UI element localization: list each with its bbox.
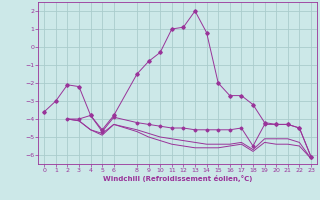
X-axis label: Windchill (Refroidissement éolien,°C): Windchill (Refroidissement éolien,°C) bbox=[103, 175, 252, 182]
